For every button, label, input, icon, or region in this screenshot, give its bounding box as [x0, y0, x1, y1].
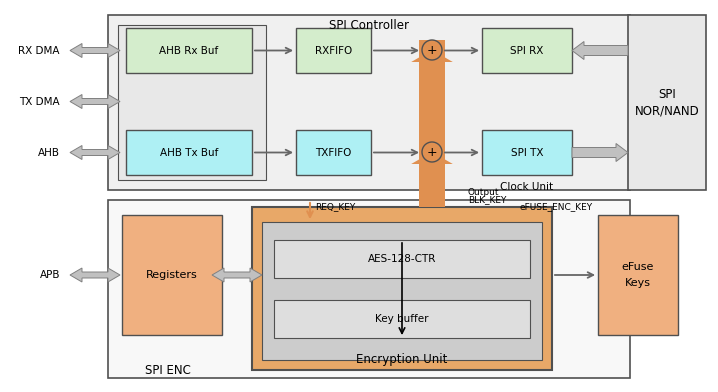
Bar [252, 207, 552, 370]
Polygon shape [70, 94, 120, 109]
Bar [628, 15, 706, 190]
Bar [126, 130, 252, 175]
Polygon shape [70, 268, 120, 282]
Text: AES-128-CTR: AES-128-CTR [368, 254, 437, 264]
Text: Output: Output [468, 187, 500, 196]
Text: AHB Rx Buf: AHB Rx Buf [159, 45, 218, 56]
Text: AHB Tx Buf: AHB Tx Buf [160, 147, 218, 158]
Bar [296, 28, 371, 73]
Text: TXFIFO: TXFIFO [315, 147, 352, 158]
Bar [126, 28, 252, 73]
Bar [122, 215, 222, 335]
Text: BLK_KEY: BLK_KEY [468, 196, 506, 205]
Bar [419, 40, 445, 162]
Bar [598, 215, 678, 335]
Bar [118, 25, 266, 180]
Bar [274, 240, 530, 278]
Text: +: + [426, 44, 437, 56]
Bar [296, 130, 371, 175]
Bar [262, 222, 542, 360]
Text: SPI: SPI [658, 88, 676, 101]
Text: AHB: AHB [38, 147, 60, 158]
Text: +: + [426, 145, 437, 158]
Text: NOR/NAND: NOR/NAND [635, 104, 699, 117]
Text: SPI RX: SPI RX [510, 45, 544, 56]
Text: APB: APB [39, 270, 60, 280]
Text: Keys: Keys [625, 278, 651, 288]
Polygon shape [572, 143, 628, 162]
Text: Key buffer: Key buffer [376, 314, 429, 324]
Polygon shape [212, 268, 262, 282]
Text: SPI Controller: SPI Controller [329, 18, 409, 31]
Polygon shape [572, 42, 628, 60]
Bar [482, 28, 572, 73]
FancyArrow shape [411, 152, 453, 174]
Text: RX DMA: RX DMA [19, 45, 60, 56]
Polygon shape [70, 145, 120, 160]
Bar [274, 300, 530, 338]
Text: Encryption Unit: Encryption Unit [356, 354, 448, 367]
Bar [108, 15, 630, 190]
Text: Clock Unit: Clock Unit [500, 182, 554, 192]
Text: SPI TX: SPI TX [510, 147, 544, 158]
Text: REQ_KEY: REQ_KEY [315, 203, 355, 212]
Bar [108, 200, 630, 378]
Text: Registers: Registers [146, 270, 198, 280]
Bar [419, 60, 445, 207]
FancyArrow shape [411, 50, 453, 72]
Bar [482, 130, 572, 175]
Polygon shape [70, 44, 120, 58]
Text: eFuse: eFuse [622, 262, 654, 272]
Text: TX DMA: TX DMA [19, 96, 60, 107]
Text: SPI ENC: SPI ENC [145, 363, 191, 376]
Text: RXFIFO: RXFIFO [315, 45, 352, 56]
Text: eFUSE_ENC_KEY: eFUSE_ENC_KEY [520, 203, 593, 212]
